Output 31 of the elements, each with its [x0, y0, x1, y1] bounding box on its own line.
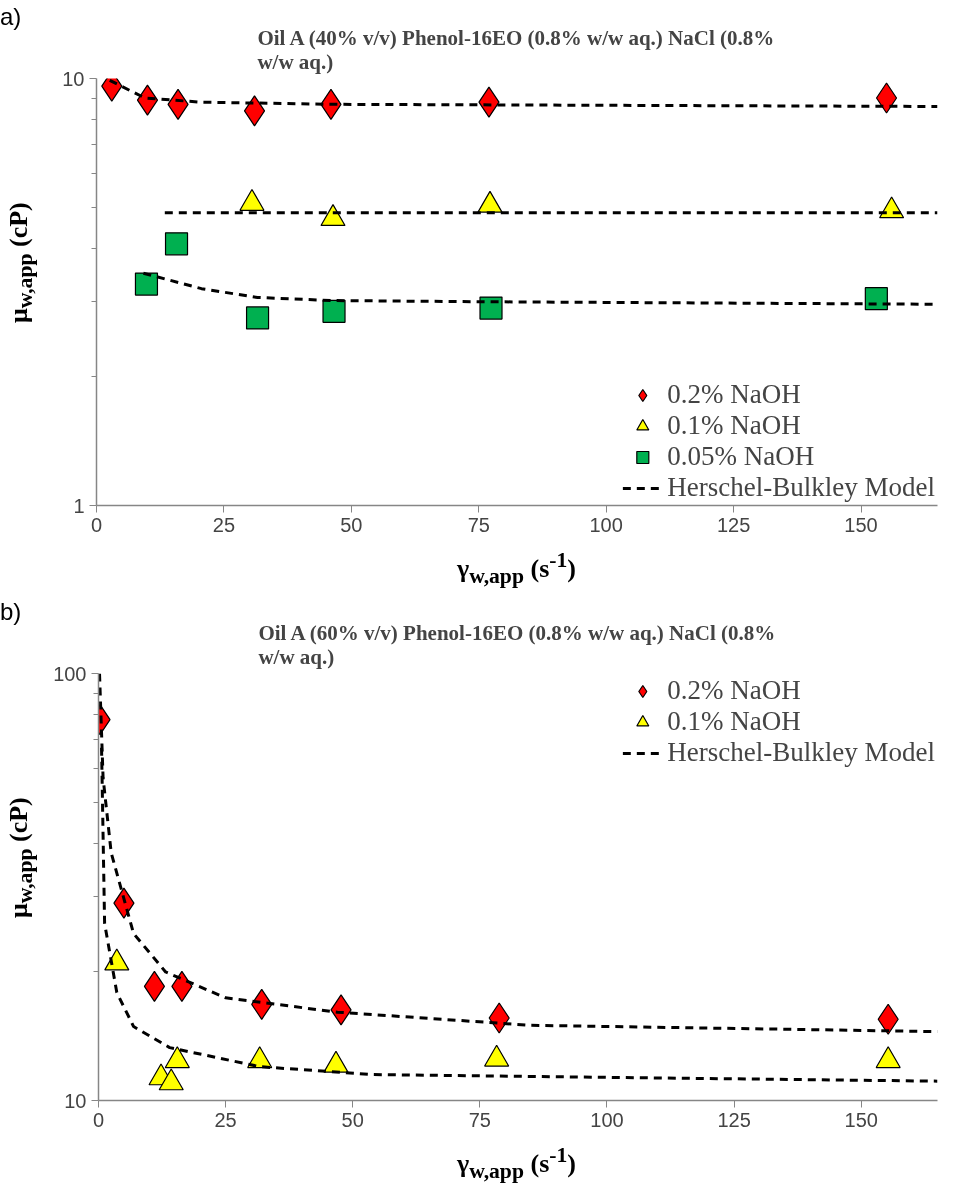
x-tick-label: 0	[92, 1108, 105, 1131]
x-tick-label: 25	[212, 513, 236, 536]
x-tick-label: 150	[844, 513, 878, 536]
y-tick-label: 100	[53, 662, 87, 685]
x-tick-label: 50	[340, 513, 363, 536]
x-tick-label: 150	[844, 1108, 878, 1131]
x-tick-label: 125	[716, 513, 751, 536]
x-tick-label: 75	[468, 1108, 491, 1131]
text: a)	[0, 2, 22, 32]
legend-label: Herschel-Bulkley Model	[667, 472, 935, 503]
x-axis-title: γ$_{w,app}$ (s$^{-1}$)	[456, 1142, 577, 1185]
x-tick-label: 100	[590, 1108, 624, 1131]
x-tick-label: 0	[90, 513, 103, 536]
y-tick-label: 1	[73, 494, 85, 517]
legend-label: 0.1% NaOH	[667, 706, 801, 737]
legend-label: 0.2% NaOH	[667, 379, 801, 410]
x-tick-label: 50	[341, 1108, 364, 1131]
x-axis-title: γ$_{w,app}$ (s$^{-1}$)	[456, 547, 577, 590]
x-tick-label: 125	[717, 1108, 751, 1131]
y-tick-label: 10	[62, 67, 85, 90]
legend-label: 0.1% NaOH	[667, 410, 801, 441]
chart-title: Oil A (40% v/v) Phenol-16EO (0.8% w/w aq.) NaCl (0.8% w/w aq.)	[257, 25, 775, 74]
x-tick-label: 100	[589, 513, 623, 536]
x-tick-label: 25	[214, 1108, 237, 1131]
y-tick-label: 10	[64, 1089, 87, 1112]
legend-label: 0.05% NaOH	[667, 441, 815, 472]
chart-title: Oil A (60% v/v) Phenol-16EO (0.8% w/w aq.) NaCl (0.8% w/w aq.)	[258, 620, 776, 669]
text: b)	[0, 597, 22, 627]
legend-label: 0.2% NaOH	[667, 675, 801, 706]
x-tick-label: 75	[467, 513, 490, 536]
legend-label: Herschel-Bulkley Model	[667, 737, 935, 768]
